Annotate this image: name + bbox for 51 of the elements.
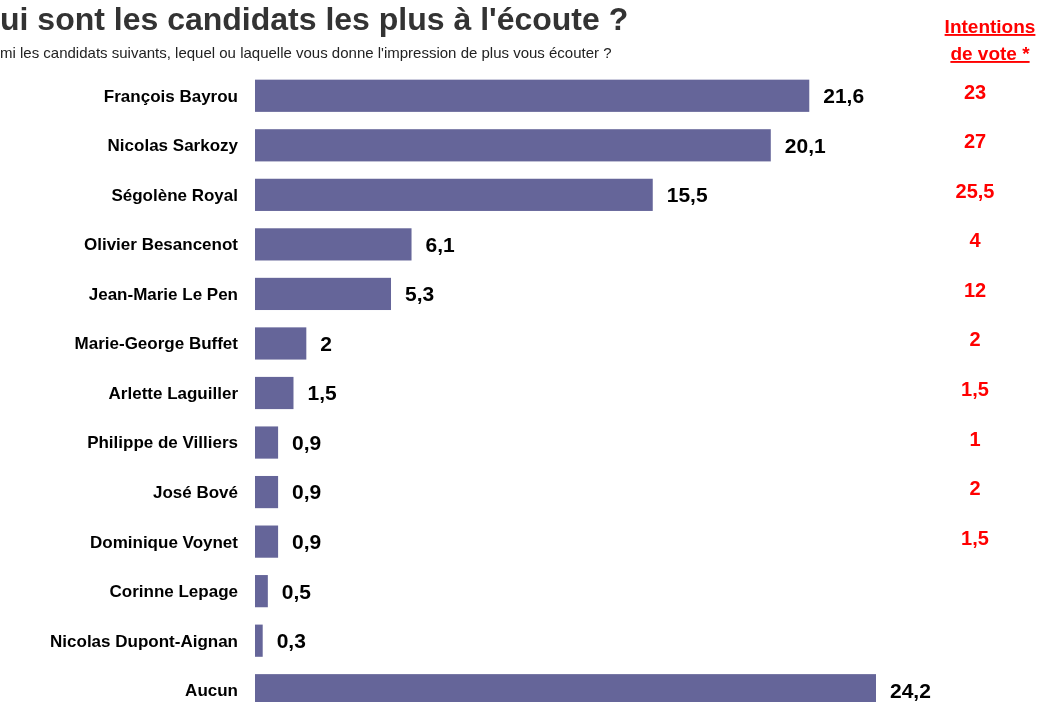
bar	[255, 178, 653, 211]
bar	[255, 327, 307, 360]
bar	[255, 426, 279, 459]
y-tick-label: Ségolène Royal	[111, 185, 238, 205]
y-tick-label: Corinne Lepage	[109, 582, 238, 602]
chart-title: ui sont les candidats les plus à l'écoute ?	[0, 1, 629, 37]
y-tick-label: Nicolas Sarkozy	[107, 136, 239, 156]
text: 2	[969, 477, 981, 500]
text: 4	[969, 229, 982, 252]
y-tick-label: Marie-George Buffet	[74, 334, 239, 354]
data-label: 0,9	[292, 480, 322, 504]
text: 1,5	[961, 526, 989, 549]
text: 25,5	[955, 179, 995, 202]
chart-subtitle: mi les candidats suivants, lequel ou laquelle vous donne l'impression de plus vous écouter ?	[0, 44, 612, 61]
y-tick-label: Arlette Laguiller	[108, 383, 239, 403]
text: 1,5	[961, 378, 989, 400]
y-tick-label: François Bayrou	[103, 86, 238, 106]
data-label: 20,1	[784, 133, 826, 157]
text: 1	[969, 427, 981, 450]
data-label: 6,1	[425, 232, 456, 256]
data-label: 21,6	[823, 84, 865, 108]
y-tick-label: Olivier Besancenot	[83, 235, 239, 255]
bar	[255, 228, 412, 261]
data-label: 0,5	[281, 579, 312, 603]
bar	[255, 129, 771, 162]
y-tick-label: Jean-Marie Le Pen	[88, 284, 238, 304]
y-tick-label: Dominique Voynet	[90, 532, 239, 552]
data-label: 0,9	[292, 529, 322, 553]
bar	[255, 575, 268, 608]
data-label: 24,2	[890, 678, 931, 702]
data-label: 15,5	[666, 183, 708, 207]
data-label: 0,9	[292, 430, 322, 454]
text: Intentions de vote *	[944, 16, 1036, 64]
data-label: 5,3	[405, 282, 435, 306]
text: 27	[963, 130, 987, 153]
bar	[255, 277, 391, 311]
data-label: 1,5	[307, 381, 338, 405]
y-tick-label: Aucun	[185, 681, 238, 701]
text: 12	[963, 278, 987, 301]
data-label: 0,3	[276, 629, 306, 653]
data-label: 2	[320, 331, 333, 355]
text: 2	[969, 328, 981, 351]
bar	[255, 79, 810, 112]
y-tick-label: Philippe de Villiers	[87, 433, 238, 453]
y-tick-label: José Bové	[152, 483, 238, 503]
bar	[255, 624, 263, 657]
text: 23	[963, 80, 987, 103]
bar	[255, 475, 279, 509]
y-tick-label: Nicolas Dupont-Aignan	[50, 631, 238, 651]
bar	[255, 376, 294, 410]
bar	[255, 525, 279, 558]
